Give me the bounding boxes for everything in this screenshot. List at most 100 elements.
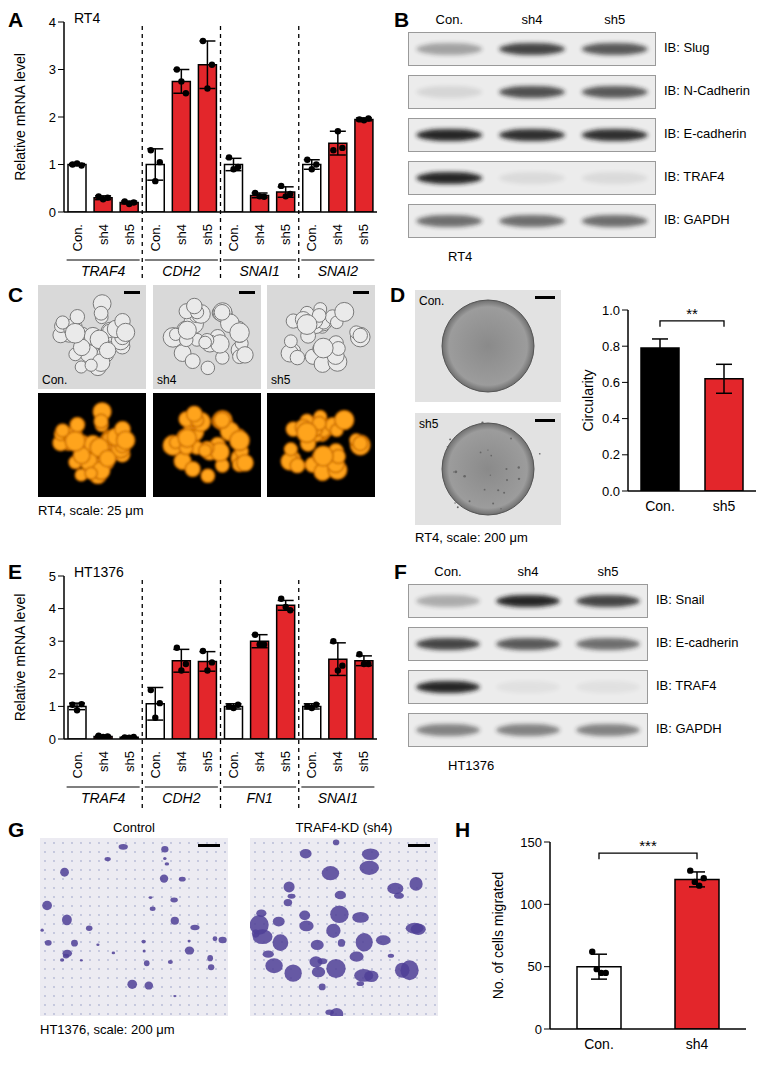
html-text:IB: N-Cadherin: IB: N-Cadherin	[664, 83, 750, 98]
svg-text:***: ***	[639, 837, 657, 854]
html-text:RT4, scale: 200 μm: RT4, scale: 200 μm	[415, 530, 528, 545]
svg-text:SNAI2: SNAI2	[318, 263, 359, 279]
html-text:sh4: sh4	[521, 12, 543, 27]
html-text:IB: Slug: IB: Slug	[664, 40, 710, 55]
svg-text:Con.: Con.	[304, 751, 319, 778]
svg-text:Con.: Con.	[226, 751, 241, 778]
svg-text:No. of cells migrated: No. of cells migrated	[490, 872, 506, 1000]
svg-text:sh5: sh5	[713, 498, 736, 514]
html-text:IB: E-cadherin: IB: E-cadherin	[664, 126, 747, 141]
svg-text:sh4: sh4	[252, 751, 267, 772]
svg-text:5: 5	[49, 569, 56, 584]
svg-text:Con.: Con.	[148, 224, 163, 251]
svg-text:Con.: Con.	[70, 751, 85, 778]
svg-text:sh4: sh4	[157, 373, 177, 387]
svg-text:sh4: sh4	[330, 224, 345, 245]
html-text:B: B	[394, 8, 410, 31]
svg-text:sh5: sh5	[356, 751, 371, 772]
svg-text:1.0: 1.0	[602, 303, 620, 318]
svg-text:0: 0	[49, 732, 56, 747]
svg-text:Con.: Con.	[419, 294, 444, 308]
svg-text:CDH2: CDH2	[162, 263, 200, 279]
svg-text:sh5: sh5	[122, 751, 137, 772]
svg-text:0.2: 0.2	[602, 447, 620, 462]
html-text:IB: TRAF4: IB: TRAF4	[664, 169, 725, 184]
svg-text:sh5: sh5	[200, 224, 215, 245]
svg-text:Con.: Con.	[584, 1036, 614, 1052]
svg-text:CDH2: CDH2	[162, 790, 200, 806]
svg-text:150: 150	[520, 835, 542, 850]
html-text:RT4, scale: 25 μm: RT4, scale: 25 μm	[38, 503, 144, 518]
html-text:E: E	[8, 560, 22, 583]
html-text:D: D	[390, 283, 406, 306]
svg-text:Con.: Con.	[148, 751, 163, 778]
svg-text:Circularity: Circularity	[580, 369, 596, 431]
html-text:HT1376: HT1376	[74, 564, 124, 580]
svg-text:3: 3	[49, 62, 56, 77]
html-text:C: C	[8, 283, 24, 306]
svg-text:0.6: 0.6	[602, 375, 620, 390]
svg-text:0: 0	[49, 205, 56, 220]
svg-text:sh4: sh4	[174, 751, 189, 772]
svg-text:sh5: sh5	[200, 751, 215, 772]
svg-text:1: 1	[49, 699, 56, 714]
svg-text:TRAF4: TRAF4	[81, 263, 126, 279]
svg-text:0.4: 0.4	[602, 411, 620, 426]
svg-text:100: 100	[520, 897, 542, 912]
svg-text:sh5: sh5	[278, 751, 293, 772]
html-text:F: F	[394, 560, 407, 583]
svg-text:sh4: sh4	[686, 1036, 709, 1052]
svg-text:sh5: sh5	[419, 417, 439, 431]
svg-text:SNAI1: SNAI1	[318, 790, 358, 806]
svg-text:Con.: Con.	[645, 498, 675, 514]
html-text:A: A	[8, 8, 24, 31]
svg-text:FN1: FN1	[246, 790, 272, 806]
html-text:TRAF4-KD (sh4): TRAF4-KD (sh4)	[295, 820, 393, 835]
html-text:IB: GAPDH: IB: GAPDH	[664, 212, 730, 227]
svg-text:Con.: Con.	[70, 224, 85, 251]
svg-text:sh5: sh5	[356, 224, 371, 245]
svg-text:0: 0	[535, 1022, 542, 1037]
html-text:IB: TRAF4: IB: TRAF4	[656, 678, 717, 693]
svg-text:sh4: sh4	[96, 751, 111, 772]
svg-text:**: **	[686, 305, 698, 322]
html-text:sh5: sh5	[604, 12, 626, 27]
html-text:H: H	[455, 818, 471, 841]
html-text:HT1376, scale: 200 μm: HT1376, scale: 200 μm	[40, 1022, 175, 1037]
svg-text:4: 4	[49, 15, 56, 30]
html-text:Control: Control	[113, 820, 155, 835]
html-text:IB: GAPDH: IB: GAPDH	[656, 721, 722, 736]
svg-text:SNAI1: SNAI1	[239, 263, 279, 279]
svg-text:Con.: Con.	[226, 224, 241, 251]
svg-text:2: 2	[49, 110, 56, 125]
svg-text:3: 3	[49, 634, 56, 649]
svg-text:Relative mRNA level: Relative mRNA level	[12, 53, 28, 181]
html-text:HT1376: HT1376	[448, 758, 495, 773]
svg-text:2: 2	[49, 666, 56, 681]
svg-text:0.8: 0.8	[602, 339, 620, 354]
svg-text:Relative mRNA level: Relative mRNA level	[12, 594, 28, 722]
svg-text:0.0: 0.0	[602, 484, 620, 499]
svg-text:4: 4	[49, 601, 56, 616]
html-text:RT4: RT4	[448, 249, 473, 264]
html-text:IB: E-cadherin: IB: E-cadherin	[656, 635, 739, 650]
svg-text:1: 1	[49, 157, 56, 172]
html-text:sh4: sh4	[517, 564, 539, 579]
svg-text:Con.: Con.	[42, 373, 67, 387]
svg-text:Con.: Con.	[304, 224, 319, 251]
html-text:sh5: sh5	[597, 564, 619, 579]
html-text:Con.: Con.	[435, 12, 464, 27]
svg-text:TRAF4: TRAF4	[81, 790, 126, 806]
html-text:IB: Snail: IB: Snail	[656, 592, 705, 607]
svg-text:sh5: sh5	[271, 373, 291, 387]
svg-text:sh5: sh5	[122, 224, 137, 245]
svg-text:50: 50	[528, 959, 542, 974]
svg-text:sh4: sh4	[174, 224, 189, 245]
html-text:Con.: Con.	[434, 564, 462, 579]
html-text:G: G	[8, 818, 25, 841]
svg-text:sh5: sh5	[278, 224, 293, 245]
svg-text:sh4: sh4	[96, 224, 111, 245]
html-text:RT4: RT4	[74, 10, 101, 26]
svg-text:sh4: sh4	[252, 224, 267, 245]
svg-text:sh4: sh4	[330, 751, 345, 772]
